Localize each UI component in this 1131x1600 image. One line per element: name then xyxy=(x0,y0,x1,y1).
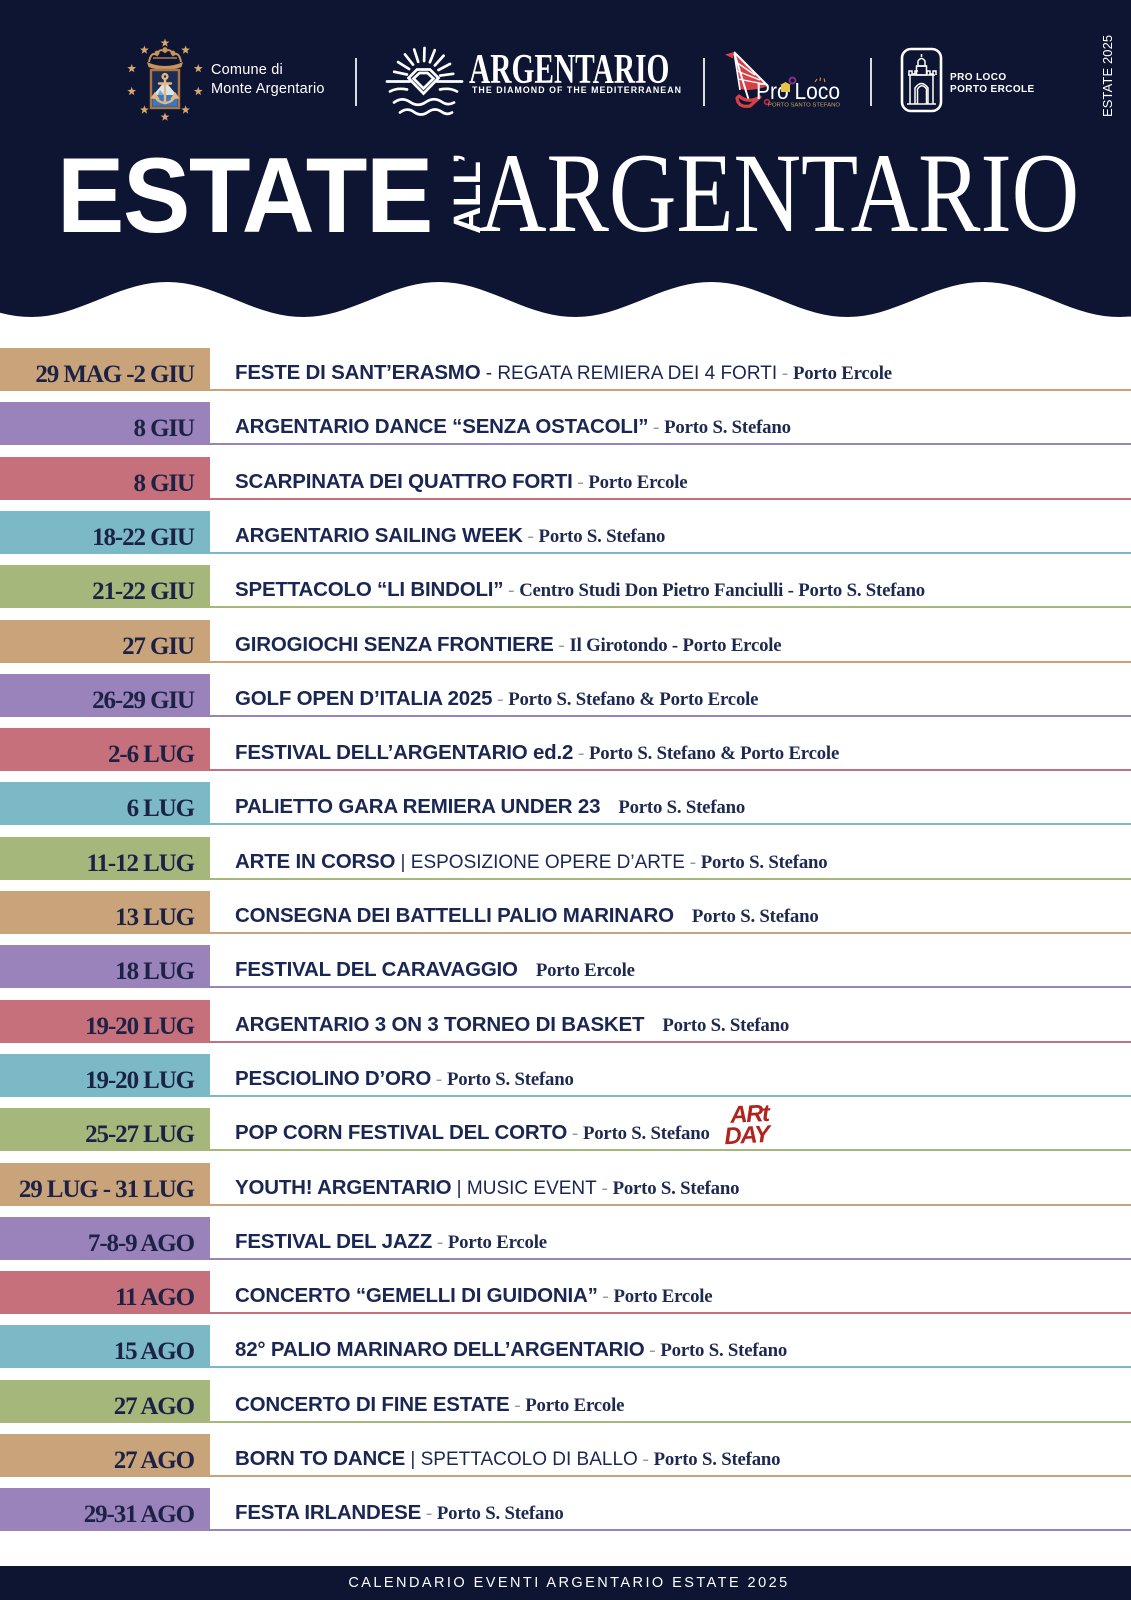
svg-text:Pro Loco: Pro Loco xyxy=(756,78,840,104)
svg-text:PORTO SANTO STEFANO: PORTO SANTO STEFANO xyxy=(768,103,840,109)
